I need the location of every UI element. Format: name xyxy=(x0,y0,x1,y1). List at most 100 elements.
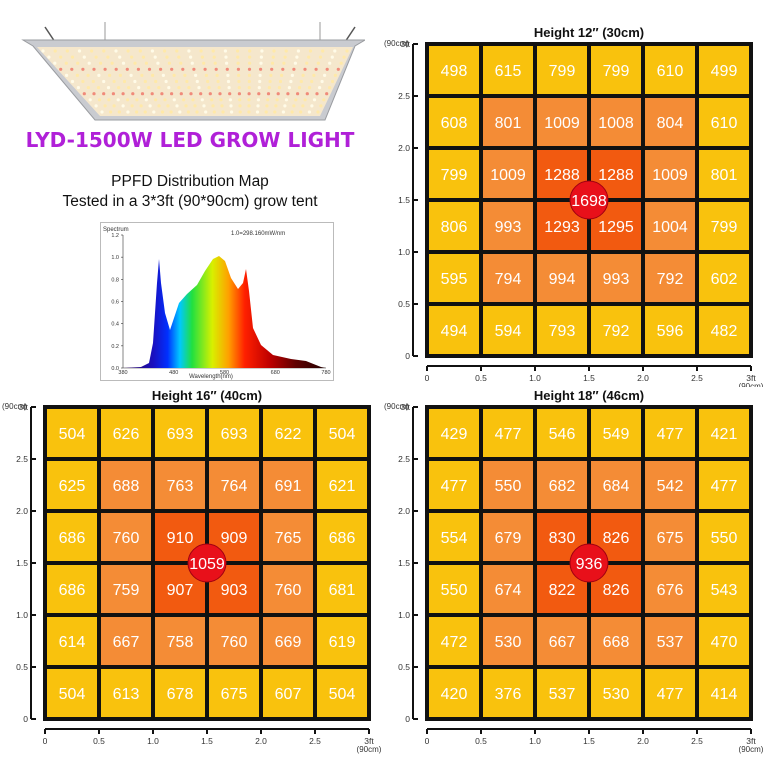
heatmap-cell-value: 799 xyxy=(603,63,630,80)
heatmap-cell xyxy=(645,254,695,302)
led xyxy=(211,49,215,53)
peak-value-label: 1698 xyxy=(571,193,607,210)
led xyxy=(187,86,191,90)
heatmap-cell-value: 376 xyxy=(495,686,522,703)
led xyxy=(103,67,107,71)
led xyxy=(140,73,144,77)
led xyxy=(76,61,80,65)
led xyxy=(296,49,300,53)
heatmap-cell xyxy=(317,409,367,457)
led xyxy=(156,61,160,65)
led xyxy=(247,86,251,90)
led xyxy=(266,98,270,102)
y-tick-label: 2.0 xyxy=(398,506,410,516)
led xyxy=(141,55,145,59)
led xyxy=(204,73,208,77)
x-tick-label: 2.0 xyxy=(637,736,649,746)
led xyxy=(175,104,179,108)
led xyxy=(270,61,275,65)
heatmap-cell xyxy=(429,150,479,198)
led xyxy=(230,110,234,114)
spectrum-annotation: 1.0=298.160mW/nm xyxy=(231,231,285,237)
x-tick-label: 3ft xyxy=(746,373,756,383)
spectrum-y-tick-label: 0.6 xyxy=(111,300,119,306)
heatmap-cell-value: 537 xyxy=(549,686,576,703)
led xyxy=(86,86,90,90)
heatmap-cell xyxy=(317,461,367,509)
heatmap-cell-value: 759 xyxy=(113,582,140,599)
x-tick-label: 1.5 xyxy=(201,736,213,746)
led xyxy=(237,92,241,96)
heatmap-cell-value: 554 xyxy=(441,530,468,547)
led xyxy=(199,92,203,96)
led xyxy=(154,79,158,84)
heatmap-cell xyxy=(483,513,533,561)
spectrum-x-tick-label: 680 xyxy=(271,370,280,376)
heatmap-cell-value: 477 xyxy=(657,686,684,703)
heatmap-cell-value: 669 xyxy=(275,634,302,651)
spectrum-y-tick-label: 1.2 xyxy=(111,233,119,239)
led-grow-light-panel-image xyxy=(21,22,365,121)
led xyxy=(295,55,299,59)
x-tick-label: 2.5 xyxy=(309,736,321,746)
heatmap-cell xyxy=(537,254,587,302)
led xyxy=(87,61,91,65)
led xyxy=(153,55,157,59)
heatmap-cell-value: 622 xyxy=(275,426,302,443)
x-tick-label: 0.5 xyxy=(475,736,487,746)
led xyxy=(166,104,170,108)
y-tick-label: 2.0 xyxy=(398,143,410,153)
y-tick-label: 2.0 xyxy=(16,506,28,516)
led xyxy=(178,110,182,114)
led xyxy=(328,61,332,65)
heatmap-cell-value: 686 xyxy=(329,530,356,547)
heatmap-cell-value: 675 xyxy=(221,686,248,703)
heatmap-cell-value: 530 xyxy=(495,634,522,651)
heatmap-cell xyxy=(429,617,479,665)
heatmap-cell-value: 693 xyxy=(221,426,248,443)
led xyxy=(236,55,240,59)
heatmap-cell-value: 477 xyxy=(657,426,684,443)
peak-value-marker xyxy=(569,543,609,583)
x-tick-label: 1.0 xyxy=(147,736,159,746)
led xyxy=(292,67,296,71)
heatmap-cell-value: 910 xyxy=(167,530,194,547)
led xyxy=(208,92,212,96)
led xyxy=(248,55,252,59)
heatmap-cell xyxy=(591,669,641,717)
led xyxy=(237,73,241,77)
heatmap-cell-value: 668 xyxy=(603,634,630,651)
led xyxy=(170,67,174,71)
map-title-line2: Tested in a 3*3ft (90*90cm) grow tent xyxy=(62,193,318,210)
led xyxy=(130,104,134,108)
led xyxy=(191,98,195,102)
heatmap-cell xyxy=(47,669,97,717)
heatmap-cell-value: 1009 xyxy=(490,167,526,184)
led xyxy=(202,104,206,108)
heatmap-cell-value: 676 xyxy=(657,582,684,599)
led xyxy=(100,110,104,114)
led xyxy=(212,110,216,114)
led xyxy=(316,61,320,65)
y-tick-label: 2.5 xyxy=(398,91,410,101)
led xyxy=(97,73,101,77)
spectrum-x-tick-label: 380 xyxy=(118,370,127,376)
heatmap-cell-value: 678 xyxy=(167,686,194,703)
led xyxy=(211,104,215,108)
heatmap-cell-value: 619 xyxy=(329,634,356,651)
spectrum-curve xyxy=(123,256,326,368)
led xyxy=(207,86,211,90)
led xyxy=(316,110,320,114)
heatmap-cell xyxy=(699,461,749,509)
led xyxy=(107,98,111,102)
led xyxy=(318,55,323,59)
led xyxy=(108,73,112,77)
heatmap-cell xyxy=(317,617,367,665)
heatmap-cell-value: 429 xyxy=(441,426,468,443)
heatmap-cell-value: 763 xyxy=(167,478,194,495)
heatmap-cell xyxy=(47,513,97,561)
led xyxy=(135,98,139,102)
led xyxy=(172,73,176,77)
led xyxy=(125,67,129,71)
heatmap-cell xyxy=(263,617,313,665)
